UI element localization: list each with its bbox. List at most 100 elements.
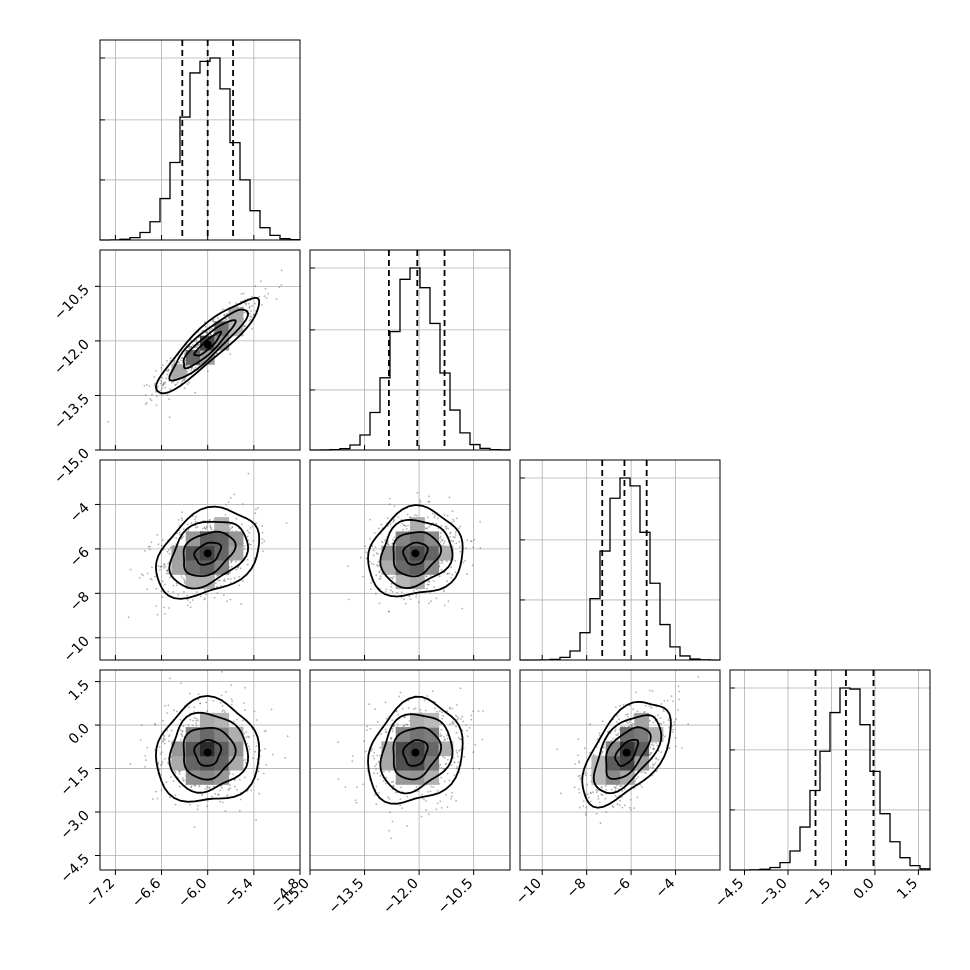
scatter-point	[153, 384, 156, 387]
scatter-point	[219, 800, 222, 803]
scatter-point	[224, 580, 226, 582]
scatter-point	[589, 723, 591, 726]
scatter-point	[636, 710, 639, 713]
scatter-point	[380, 523, 383, 526]
scatter-point	[621, 790, 624, 792]
scatter-point	[441, 560, 444, 562]
scatter-point	[243, 545, 246, 548]
scatter-point	[578, 791, 581, 794]
scatter-point	[213, 596, 216, 599]
scatter-point	[244, 759, 247, 761]
histogram-panel-2	[519, 459, 721, 661]
scatter-point	[205, 526, 208, 529]
scatter-point	[444, 763, 447, 765]
scatter-point	[243, 325, 246, 328]
scatter-point	[454, 559, 457, 562]
scatter-point	[681, 747, 683, 749]
scatter-point	[230, 703, 233, 706]
scatter-point	[365, 557, 368, 560]
scatter-point	[167, 704, 170, 707]
scatter-point	[458, 540, 461, 543]
density-cell	[171, 741, 187, 757]
scatter-point	[443, 589, 446, 591]
scatter-point	[364, 545, 367, 548]
scatter-point	[159, 753, 162, 755]
density-cell	[185, 350, 201, 365]
x-axis-2: −10 −8 −6 −4	[513, 870, 678, 908]
scatter-point	[403, 524, 406, 527]
scatter-point	[262, 550, 264, 552]
scatter-point	[631, 725, 634, 727]
scatter-point	[649, 753, 651, 756]
scatter-point	[445, 527, 448, 530]
scatter-point	[556, 748, 559, 751]
scatter-point	[182, 528, 185, 530]
scatter-point	[166, 373, 169, 376]
scatter-point	[614, 787, 617, 790]
scatter-point	[373, 794, 376, 796]
scatter-point	[177, 519, 180, 521]
scatter-point	[455, 799, 457, 802]
scatter-point	[190, 786, 193, 789]
y-tick-label: −3.0	[57, 808, 92, 843]
scatter-point	[392, 780, 395, 783]
scatter-point	[649, 766, 652, 768]
scatter-point	[182, 725, 185, 728]
x-axis-1: −15.0 −13.5 −12.0 −10.5	[271, 870, 476, 917]
scatter-point	[204, 528, 207, 530]
scatter-point	[211, 327, 214, 330]
scatter-point	[597, 795, 600, 798]
density-cell	[438, 741, 454, 757]
scatter-point	[223, 313, 226, 316]
scatter-point	[381, 541, 384, 544]
histogram-frame	[519, 459, 721, 661]
scatter-point	[465, 724, 468, 726]
scatter-point	[254, 302, 256, 305]
scatter-point	[261, 304, 263, 306]
scatter-point	[610, 739, 613, 742]
scatter-point	[379, 577, 382, 580]
scatter-point	[205, 525, 208, 528]
scatter-point	[241, 719, 244, 722]
scatter-point	[258, 767, 260, 770]
scatter-point	[453, 774, 456, 776]
scatter-point	[378, 571, 381, 574]
scatter-point	[442, 767, 445, 770]
scatter-point	[225, 503, 227, 506]
scatter-point	[473, 538, 476, 541]
density-cell	[228, 321, 244, 337]
scatter-point	[229, 571, 231, 574]
scatter-point	[229, 784, 231, 786]
scatter-point	[216, 592, 219, 594]
scatter-point	[182, 779, 185, 781]
scatter-point	[385, 717, 388, 720]
scatter-point	[176, 381, 179, 384]
scatter-point	[144, 550, 146, 552]
scatter-point	[219, 701, 222, 704]
scatter-point	[138, 577, 141, 579]
scatter-point	[391, 727, 394, 730]
y-tick-label: −12.0	[51, 336, 93, 378]
scatter-point	[161, 384, 164, 387]
scatter-point	[199, 702, 202, 705]
histogram-step-line	[309, 267, 511, 451]
scatter-point	[280, 269, 283, 272]
scatter-point	[164, 758, 166, 760]
scatter-point	[391, 730, 394, 733]
scatter-point	[220, 787, 223, 789]
scatter-point	[652, 764, 655, 767]
scatter-point	[151, 393, 153, 396]
scatter-point	[652, 766, 654, 769]
scatter-point	[183, 580, 186, 583]
scatter-point	[150, 399, 153, 402]
scatter-point	[391, 577, 393, 579]
y-tick-label: −10.5	[51, 282, 93, 324]
scatter-point	[617, 788, 620, 790]
scatter-point	[457, 761, 460, 763]
scatter-point	[452, 722, 455, 725]
scatter-point	[190, 785, 193, 788]
scatter-point	[223, 578, 226, 581]
scatter-point	[160, 389, 163, 392]
scatter-point	[177, 593, 180, 596]
y-axis-2: −10 −8 −6 −4	[61, 500, 100, 665]
